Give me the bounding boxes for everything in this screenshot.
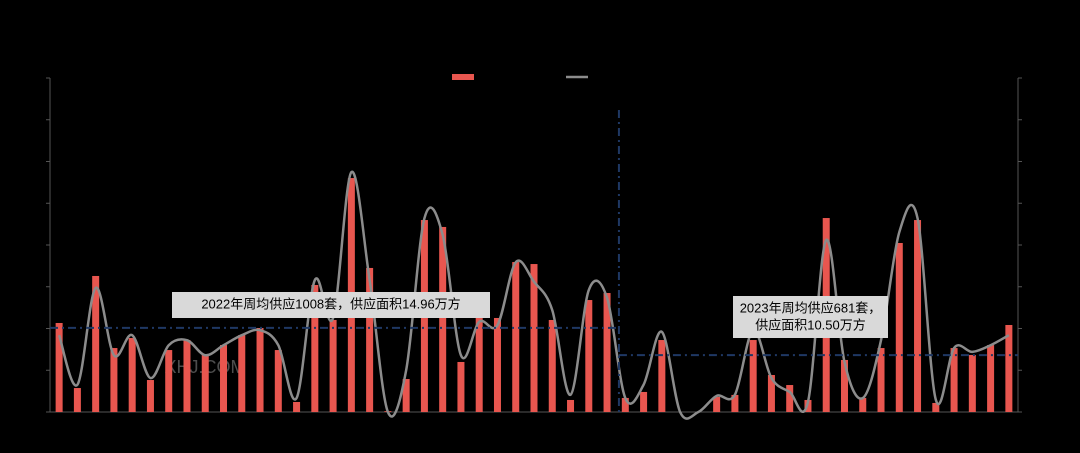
y2-tick-label: 37.5 xyxy=(1026,195,1050,209)
bar xyxy=(859,397,867,412)
bar xyxy=(968,354,976,412)
y-tick-label: 3000 xyxy=(15,154,42,168)
bar xyxy=(238,335,246,412)
bar xyxy=(329,319,337,412)
bar xyxy=(749,340,757,412)
y2-tick-label: 15 xyxy=(1026,321,1040,335)
y2-tick-label: 22.5 xyxy=(1026,279,1050,293)
y-tick-label: 0 xyxy=(35,404,42,418)
annotation-text: 供应面积10.50万方 xyxy=(755,317,866,332)
bar xyxy=(220,345,228,412)
y2-tick-label: 45 xyxy=(1026,154,1040,168)
y2-tick-label: 0 xyxy=(1026,404,1033,418)
y-tick-label: 1500 xyxy=(15,279,42,293)
annotation-text: 2023年周均供应681套， xyxy=(740,300,882,315)
bar xyxy=(840,359,848,412)
area-line xyxy=(57,170,1010,420)
y2-tick-label: 30 xyxy=(1026,237,1040,251)
bar xyxy=(146,380,154,412)
y-tick-label: 1000 xyxy=(15,321,42,335)
y-tick-label: 2000 xyxy=(15,237,42,251)
bar xyxy=(402,379,410,412)
bar xyxy=(457,361,465,412)
bar xyxy=(201,354,209,412)
bar xyxy=(274,350,282,412)
bar xyxy=(713,396,721,412)
bar xyxy=(73,388,81,412)
bar xyxy=(603,293,611,412)
bar xyxy=(786,385,794,412)
y-tick-label: 3500 xyxy=(15,112,42,126)
bar xyxy=(512,262,520,412)
legend-label: 供应套数（套） xyxy=(480,68,564,83)
y-tick-label: 2500 xyxy=(15,195,42,209)
bar xyxy=(950,348,958,412)
bar xyxy=(877,348,885,412)
bar xyxy=(530,264,538,412)
bar xyxy=(128,338,136,412)
y2-tick-label: 52.5 xyxy=(1026,112,1050,126)
bar xyxy=(767,375,775,412)
bar xyxy=(658,340,666,412)
bar xyxy=(55,322,63,412)
bar xyxy=(731,394,739,412)
bar xyxy=(256,327,264,412)
y-tick-label: 4000 xyxy=(15,70,42,84)
bar xyxy=(585,300,593,412)
legend-swatch xyxy=(452,74,474,80)
annotation-box xyxy=(733,296,888,338)
bar xyxy=(183,340,191,412)
y2-tick-label: 7.5 xyxy=(1026,362,1043,376)
legend-label: 供应面积（万方） xyxy=(594,68,690,83)
bar xyxy=(165,350,173,412)
annotation-box xyxy=(172,292,490,318)
y2-tick-label: 60 xyxy=(1026,70,1040,84)
annotation-text: 2022年周均供应1008套，供应面积14.96万方 xyxy=(201,296,460,311)
bar xyxy=(640,391,648,412)
bar xyxy=(92,275,100,412)
bar xyxy=(621,397,629,412)
bar xyxy=(493,317,501,412)
bar xyxy=(548,319,556,412)
bar xyxy=(439,226,447,412)
bar xyxy=(987,345,995,412)
bar xyxy=(932,402,940,412)
bar xyxy=(1005,324,1013,412)
bar xyxy=(914,220,922,412)
bar xyxy=(311,284,319,412)
bar xyxy=(110,348,118,412)
y-tick-label: 500 xyxy=(22,362,42,376)
bar xyxy=(895,242,903,412)
bar xyxy=(567,399,575,412)
bar xyxy=(475,317,483,412)
bar xyxy=(366,267,374,412)
bar xyxy=(293,401,301,412)
